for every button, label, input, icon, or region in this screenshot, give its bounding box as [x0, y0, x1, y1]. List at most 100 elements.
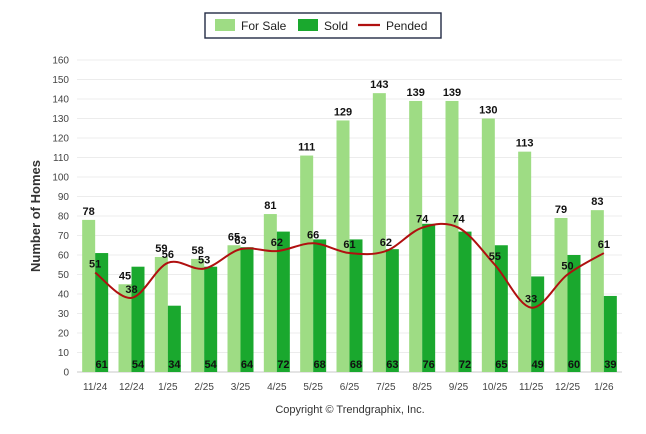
- for-sale-value-label: 129: [334, 106, 352, 118]
- y-tick-label: 150: [52, 75, 69, 86]
- y-tick-label: 90: [58, 192, 70, 203]
- pended-value-label: 74: [452, 214, 465, 226]
- x-tick-label: 11/25: [519, 382, 544, 393]
- bar-for-sale: [481, 118, 495, 372]
- bar-sold: [422, 223, 436, 372]
- sold-value-label: 68: [350, 359, 362, 371]
- x-tick-label: 9/25: [449, 382, 469, 393]
- bar-sold: [458, 231, 472, 372]
- bar-for-sale: [227, 245, 241, 372]
- pended-value-label: 74: [416, 214, 429, 226]
- y-axis-title: Number of Homes: [28, 160, 43, 272]
- bar-for-sale: [263, 214, 277, 372]
- for-sale-value-label: 111: [298, 142, 315, 154]
- legend: For Sale Sold Pended: [204, 12, 442, 39]
- x-tick-label: 10/25: [482, 382, 507, 393]
- legend-swatch-for-sale: [215, 19, 235, 31]
- pended-value-label: 53: [198, 255, 210, 267]
- pended-value-label: 33: [525, 294, 537, 306]
- data-labels: 78 61 45 54 59 34 58 54 65 64 81 72 111 68 129 68 143 63 1…: [83, 79, 617, 371]
- for-sale-value-label: 81: [264, 200, 276, 212]
- x-tick-label: 6/25: [340, 382, 360, 393]
- sold-value-label: 65: [495, 359, 507, 371]
- pended-value-label: 63: [234, 235, 246, 247]
- bar-for-sale: [336, 120, 350, 372]
- x-tick-label: 1/26: [594, 382, 614, 393]
- x-tick-label: 11/24: [83, 382, 108, 393]
- pended-line: [94, 222, 605, 309]
- bar-sold: [204, 266, 218, 372]
- bar-sold: [167, 305, 181, 372]
- pended-value-label: 55: [489, 251, 501, 263]
- for-sale-value-label: 130: [479, 105, 497, 117]
- pended-value-label: 56: [162, 249, 174, 261]
- bar-sold: [240, 247, 254, 372]
- pended-value-label: 61: [343, 239, 355, 251]
- pended-value-label: 50: [561, 261, 573, 273]
- bar-sold: [349, 239, 363, 372]
- bar-for-sale: [554, 217, 568, 372]
- bar-for-sale: [409, 100, 423, 372]
- y-tick-label: 100: [52, 173, 69, 184]
- sold-value-label: 39: [604, 359, 616, 371]
- x-tick-label: 4/25: [267, 382, 287, 393]
- for-sale-value-label: 79: [555, 204, 567, 216]
- x-tick-label: 1/25: [158, 382, 178, 393]
- pended-series-line: [94, 222, 605, 309]
- bar-sold: [567, 255, 581, 372]
- sold-value-label: 54: [132, 359, 145, 371]
- sold-value-label: 63: [386, 359, 398, 371]
- y-tick-label: 20: [58, 329, 70, 340]
- for-sale-value-label: 83: [591, 196, 603, 208]
- pended-value-label: 38: [125, 284, 137, 296]
- bar-sold: [494, 245, 508, 372]
- y-tick-label: 140: [52, 95, 69, 106]
- y-tick-label: 50: [58, 270, 70, 281]
- sold-value-label: 61: [96, 359, 108, 371]
- bar-sold: [95, 253, 109, 372]
- for-sale-value-label: 143: [370, 79, 388, 91]
- x-tick-label: 3/25: [231, 382, 251, 393]
- x-tick-label: 7/25: [376, 382, 396, 393]
- legend-box: [204, 12, 442, 39]
- bar-sold: [131, 266, 145, 372]
- for-sale-value-label: 45: [119, 270, 131, 282]
- sold-value-label: 34: [168, 359, 181, 371]
- pended-value-label: 61: [598, 239, 610, 251]
- for-sale-value-label: 65: [228, 231, 240, 243]
- for-sale-value-label: 59: [155, 243, 167, 255]
- y-axis-ticks: 0 10 20 30 40 50 60 70 80 90 100 110 120 130 140 150 160: [52, 56, 69, 379]
- y-tick-label: 60: [58, 251, 70, 262]
- sold-value-label: 72: [277, 359, 289, 371]
- y-tick-label: 160: [52, 56, 69, 67]
- for-sale-value-label: 113: [516, 138, 534, 150]
- pended-value-label: 62: [380, 237, 392, 249]
- y-tick-label: 80: [58, 212, 70, 223]
- sold-value-label: 54: [205, 359, 218, 371]
- bars: [82, 93, 617, 373]
- y-tick-label: 120: [52, 134, 69, 145]
- legend-label-sold: Sold: [324, 19, 348, 33]
- sold-value-label: 64: [241, 359, 254, 371]
- bar-sold: [276, 231, 290, 372]
- sold-value-label: 76: [423, 359, 435, 371]
- y-tick-label: 30: [58, 309, 70, 320]
- bar-for-sale: [191, 258, 205, 372]
- bar-for-sale: [445, 100, 459, 372]
- legend-label-for-sale: For Sale: [241, 19, 287, 33]
- x-tick-label: 2/25: [194, 382, 214, 393]
- bar-for-sale: [300, 155, 314, 372]
- bar-sold: [385, 249, 399, 372]
- pended-value-label: 62: [271, 237, 283, 249]
- for-sale-value-label: 58: [192, 245, 204, 257]
- bar-for-sale: [590, 210, 604, 372]
- for-sale-value-label: 139: [406, 87, 424, 99]
- pended-value-label: 66: [307, 229, 319, 241]
- y-tick-label: 10: [58, 348, 70, 359]
- bar-sold: [531, 276, 545, 372]
- bar-for-sale: [372, 93, 386, 373]
- sold-value-label: 60: [568, 359, 580, 371]
- pended-value-label: 51: [89, 259, 101, 271]
- x-axis-ticks: 11/24 12/24 1/25 2/25 3/25 4/25 5/25 6/25 7/25 8/…: [83, 382, 614, 393]
